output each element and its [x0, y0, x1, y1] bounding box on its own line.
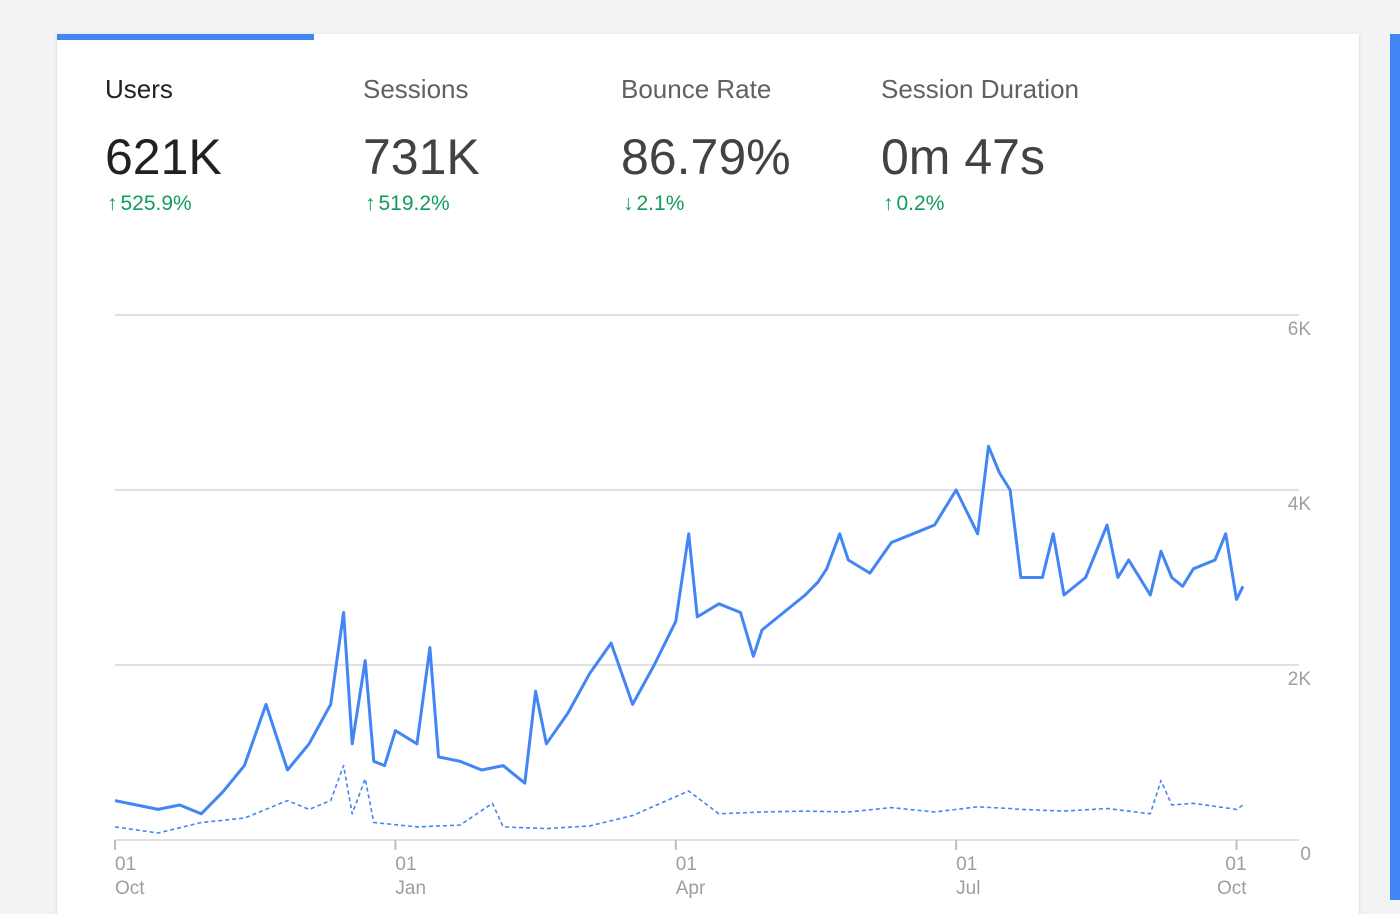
- metric-tab-users[interactable]: Users 621K ↑ 525.9%: [57, 34, 315, 254]
- metric-change: ↓ 2.1%: [623, 192, 684, 216]
- users-series-line: [114, 444, 1245, 816]
- metric-tab-session-duration[interactable]: Session Duration 0m 47s ↑ 0.2%: [833, 34, 1091, 254]
- y-tick-label: 6K: [1288, 319, 1312, 340]
- metric-label: Bounce Rate: [621, 74, 772, 104]
- active-tab-indicator: [57, 34, 314, 40]
- metric-value: 621K: [105, 129, 222, 185]
- x-tick-label-month: Jan: [395, 878, 426, 899]
- x-tick-label-day: 01: [115, 854, 136, 875]
- x-tick-label-month: Jul: [956, 878, 980, 899]
- arrow-up-icon: ↑: [883, 192, 894, 215]
- metric-change-value: 519.2%: [378, 192, 450, 215]
- x-tick-label-month: Oct: [115, 878, 145, 899]
- y-tick-label: 0: [1300, 844, 1311, 865]
- metric-tab-bounce-rate[interactable]: Bounce Rate 86.79% ↓ 2.1%: [573, 34, 831, 254]
- metric-change: ↑ 0.2%: [883, 192, 944, 216]
- metric-value: 731K: [363, 129, 480, 185]
- arrow-up-icon: ↑: [107, 192, 118, 215]
- x-tick-label-day: 01: [956, 854, 977, 875]
- x-tick-label-month: Apr: [676, 878, 706, 899]
- metric-change: ↑ 519.2%: [365, 192, 450, 216]
- y-tick-label: 2K: [1288, 669, 1312, 690]
- analytics-overview-card: Users 621K ↑ 525.9% Sessions 731K ↑ 519.2%…: [57, 34, 1359, 914]
- metric-value: 86.79%: [621, 129, 791, 185]
- x-tick-label-day: 01: [676, 854, 697, 875]
- x-tick-label-day: 01: [395, 854, 416, 875]
- arrow-up-icon: ↑: [365, 192, 376, 215]
- arrow-down-icon: ↓: [623, 192, 634, 215]
- x-tick-label-day: 01: [1225, 854, 1246, 875]
- x-tick-label-month: Oct: [1217, 878, 1247, 899]
- metric-label: Sessions: [363, 74, 469, 104]
- metric-change: ↑ 525.9%: [107, 192, 192, 216]
- metric-label: Session Duration: [881, 74, 1079, 104]
- metric-change-value: 0.2%: [896, 192, 945, 215]
- metric-value: 0m 47s: [881, 129, 1045, 185]
- metric-label: Users: [105, 74, 173, 104]
- metric-change-value: 2.1%: [636, 192, 685, 215]
- users-line-chart: 6K 4K 2K 0 01 Oct 01 Jan 01 Apr 01 Jul 01 Oct: [114, 314, 1312, 899]
- previous-period-series-line: [114, 764, 1244, 834]
- metric-change-value: 525.9%: [120, 192, 192, 215]
- y-tick-label: 4K: [1288, 494, 1312, 515]
- adjacent-panel-edge: [1390, 34, 1400, 900]
- metric-tab-sessions[interactable]: Sessions 731K ↑ 519.2%: [315, 34, 573, 254]
